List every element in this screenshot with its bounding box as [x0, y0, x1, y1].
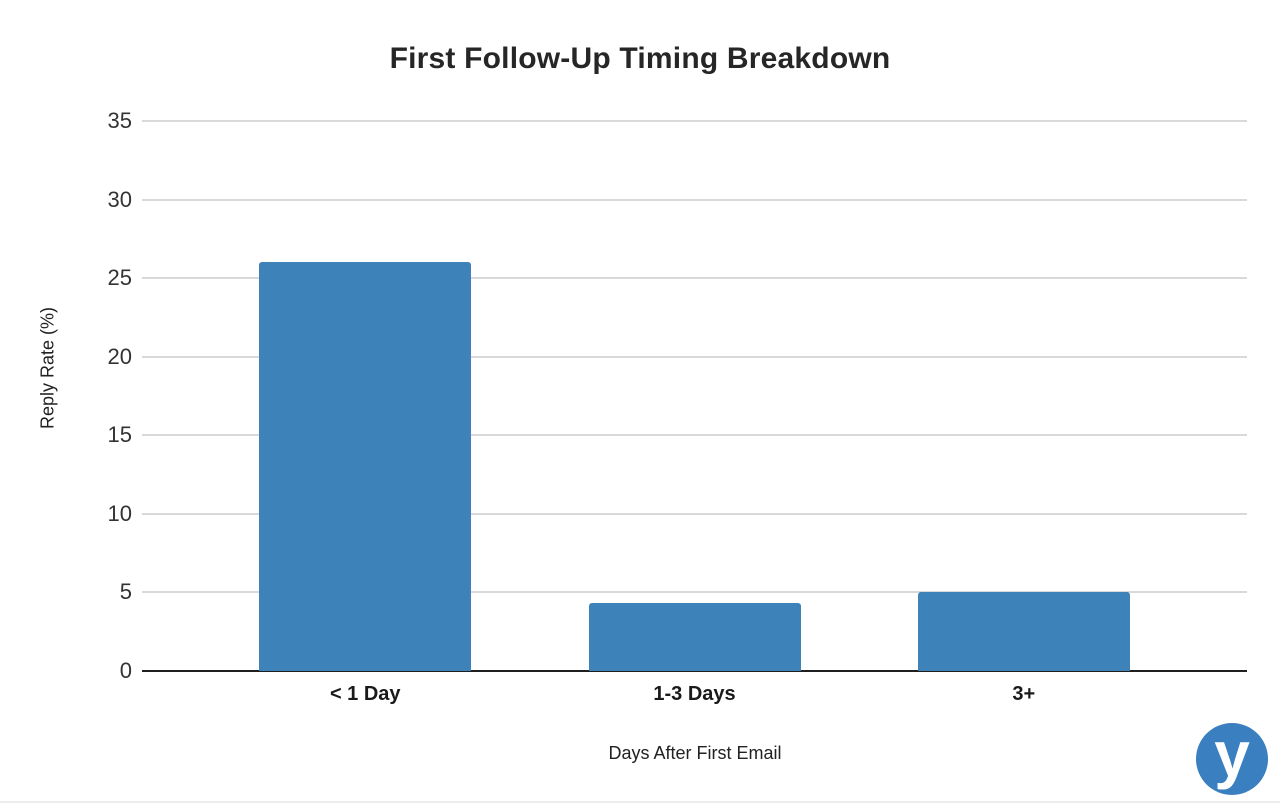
x-axis-baseline [142, 670, 1247, 672]
brand-logo-letter: y [1214, 723, 1250, 790]
gridline [142, 512, 1247, 515]
y-tick-label: 30 [107, 186, 132, 212]
y-tick-label: 25 [107, 265, 132, 291]
y-tick-label: 0 [119, 658, 132, 683]
bar-2 [588, 603, 801, 671]
gridline [142, 355, 1247, 358]
plot-area [142, 120, 1247, 672]
brand-logo-y-icon: y [1196, 723, 1268, 795]
gridline [142, 591, 1247, 594]
bottom-divider [0, 801, 1280, 803]
gridline [142, 198, 1247, 201]
y-tick-label: 15 [107, 422, 132, 448]
x-tick-label: 1-3 Days [653, 683, 736, 705]
y-tick-label: 35 [107, 108, 132, 133]
y-tick-label: 20 [107, 343, 132, 369]
bar-3 [917, 592, 1130, 671]
y-tick-label: 10 [107, 500, 132, 526]
chart-title: First Follow-Up Timing Breakdown [389, 42, 891, 75]
x-axis-title: Days After First Email [608, 743, 782, 763]
y-axis-title: Reply Rate (%) [37, 306, 58, 430]
x-tick-label: < 1 Day [329, 683, 401, 705]
gridline [142, 277, 1247, 280]
gridline [142, 434, 1247, 437]
x-tick-label: 3+ [1012, 683, 1036, 705]
y-tick-label: 5 [119, 579, 132, 605]
bar-1 [259, 262, 472, 671]
gridline [142, 120, 1247, 122]
